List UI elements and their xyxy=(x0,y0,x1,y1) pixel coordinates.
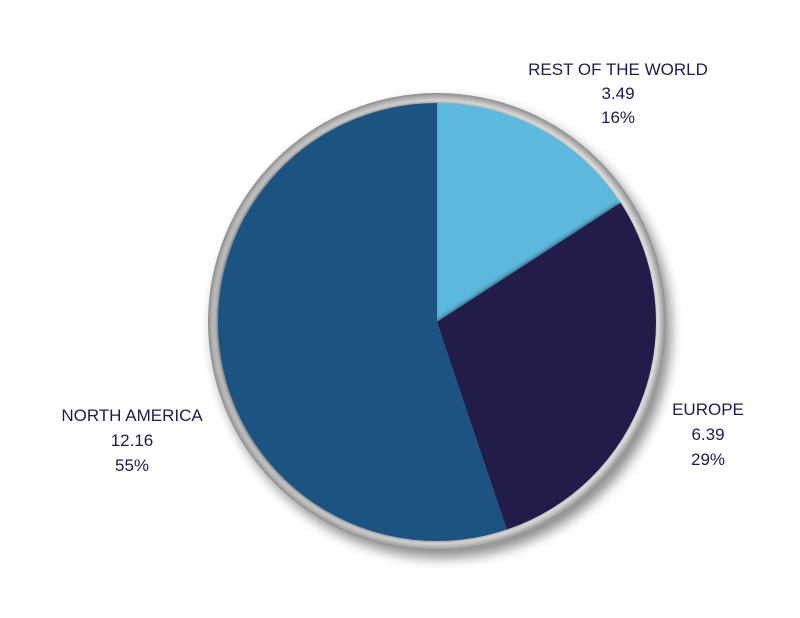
pie-slice-rest-of-world xyxy=(437,103,621,322)
slice-label-north-america-name: NORTH AMERICA xyxy=(61,406,203,425)
slice-label-europe: EUROPE 6.39 29% xyxy=(672,400,744,469)
slice-label-europe-percent: 29% xyxy=(691,450,725,469)
pie-slice-europe xyxy=(437,202,656,530)
slice-label-europe-name: EUROPE xyxy=(672,400,744,419)
slice-label-rest-of-world-percent: 16% xyxy=(601,108,635,127)
slice-label-north-america-value: 12.16 xyxy=(111,431,154,450)
slice-label-rest-of-world-value: 3.49 xyxy=(601,84,634,103)
pie-slices xyxy=(217,103,656,541)
slice-label-europe-value: 6.39 xyxy=(691,425,724,444)
slice-label-north-america-percent: 55% xyxy=(115,456,149,475)
pie-slice-north-america xyxy=(217,103,507,541)
slice-label-north-america: NORTH AMERICA 12.16 55% xyxy=(61,406,203,475)
slice-label-rest-of-world: REST OF THE WORLD 3.49 16% xyxy=(528,60,708,127)
slice-label-rest-of-world-name: REST OF THE WORLD xyxy=(528,60,708,79)
